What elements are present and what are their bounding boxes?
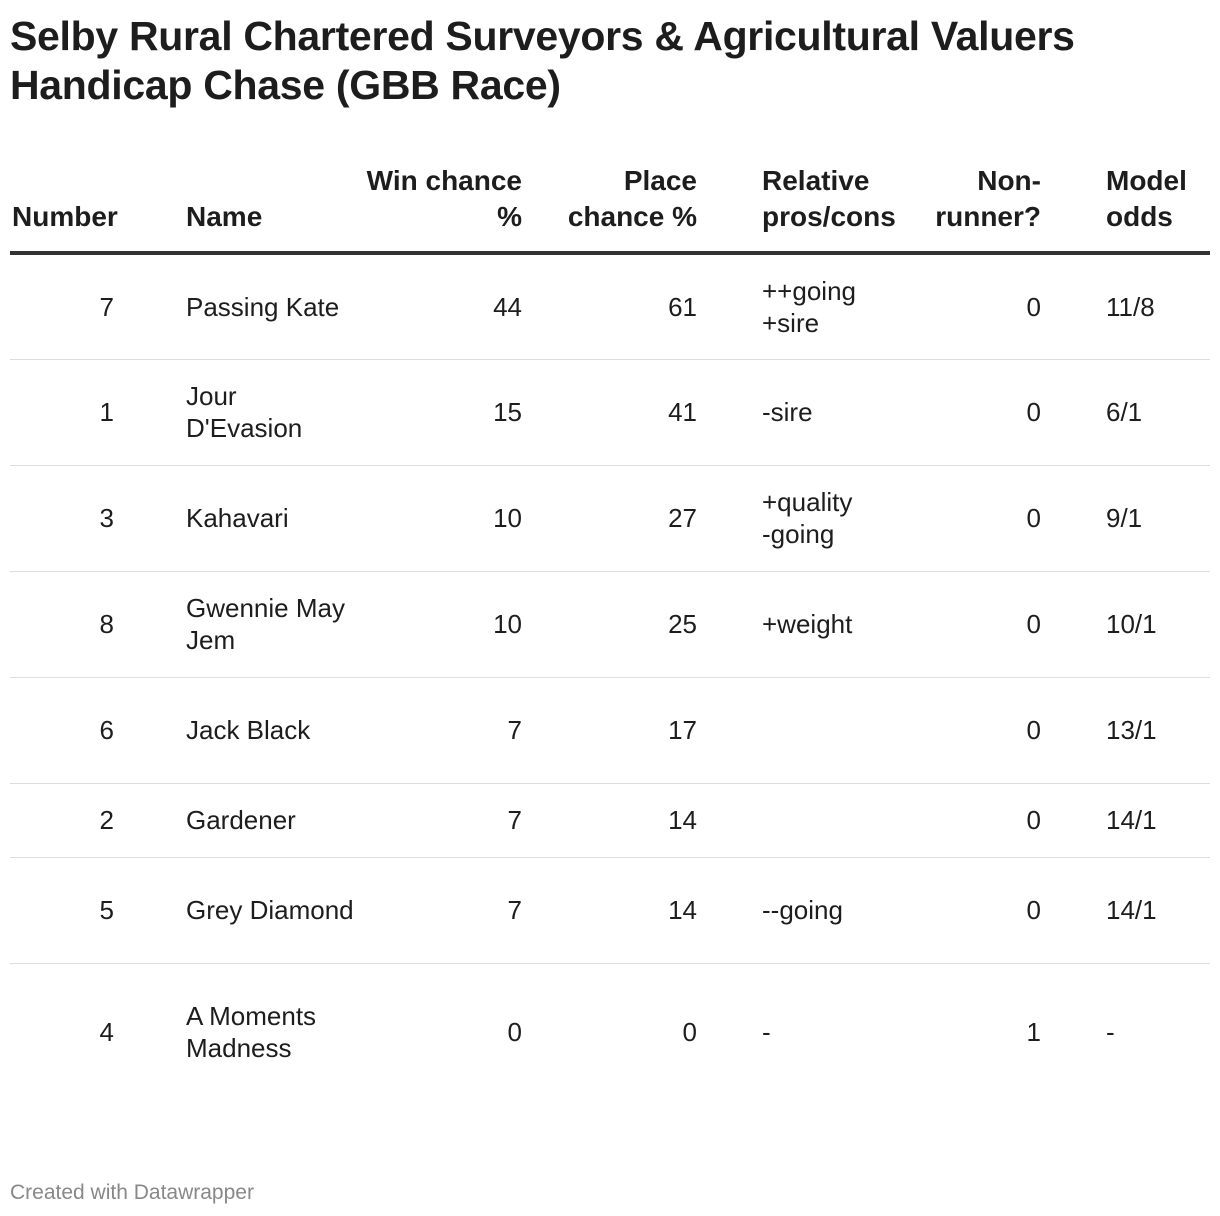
cell-relative: +weight [704, 571, 904, 678]
cell-number: 5 [10, 857, 186, 964]
cell-win-chance: 10 [354, 571, 529, 678]
cell-win-chance: 44 [354, 253, 529, 360]
cell-number: 4 [99, 1017, 114, 1048]
cell-number: 6 [10, 677, 186, 784]
cell-non-runner: 0 [904, 465, 1049, 572]
cell-non-runner: 0 [904, 857, 1049, 964]
table-row: 5 Grey Diamond 7 14 --going 0 14/1 [10, 857, 1210, 964]
cell-win-chance: 0 [507, 1017, 522, 1048]
cell-number: 2 [10, 783, 186, 858]
cell-place-chance: 61 [529, 253, 704, 360]
cell-name: A Moments Madness [186, 1001, 317, 1064]
cell-model-odds: - [1106, 1017, 1115, 1048]
credit-footer[interactable]: Created with Datawrapper [10, 1181, 254, 1204]
cell-model-odds: 10/1 [1049, 571, 1210, 678]
table-row: 4 A Moments Madness 0 0 - 1 - [10, 963, 1210, 1101]
cell-model-odds: 11/8 [1049, 253, 1210, 360]
column-header-name[interactable]: Name [186, 163, 354, 255]
column-header-relative[interactable]: Relative pros/cons [704, 163, 904, 255]
column-header-place-chance[interactable]: Place chance % [529, 163, 704, 255]
cell-place-chance: 14 [529, 783, 704, 858]
table-row: 7 Passing Kate 44 61 ++going +sire 0 11/… [10, 253, 1210, 360]
cell-non-runner: 0 [904, 783, 1049, 858]
cell-place-chance: 25 [529, 571, 704, 678]
cell-non-runner: 0 [904, 359, 1049, 466]
cell-name: Gwennie May Jem [186, 571, 354, 678]
table-title: Selby Rural Chartered Surveyors & Agricu… [10, 13, 1075, 108]
race-table: Number Name Win chance % Place chance % … [10, 163, 1210, 1101]
cell-name: Kahavari [186, 465, 354, 572]
cell-relative: +quality -going [704, 465, 904, 572]
cell-number: 7 [10, 253, 186, 360]
table-row: 8 Gwennie May Jem 10 25 +weight 0 10/1 [10, 571, 1210, 678]
header-row: Number Name Win chance % Place chance % … [10, 163, 1210, 255]
cell-win-chance: 7 [354, 857, 529, 964]
cell-model-odds: 14/1 [1049, 783, 1210, 858]
table-row: 3 Kahavari 10 27 +quality -going 0 9/1 [10, 465, 1210, 572]
cell-name: Jour D'Evasion [186, 359, 354, 466]
cell-place-chance: 0 [682, 1017, 697, 1048]
cell-win-chance: 7 [354, 783, 529, 858]
column-header-non-runner[interactable]: Non-runner? [904, 163, 1049, 255]
cell-name: Grey Diamond [186, 857, 354, 964]
cell-name: Passing Kate [186, 253, 354, 360]
cell-number: 1 [10, 359, 186, 466]
cell-relative: -sire [704, 359, 904, 466]
table-row: 2 Gardener 7 14 0 14/1 [10, 783, 1210, 858]
cell-place-chance: 17 [529, 677, 704, 784]
table-row: 1 Jour D'Evasion 15 41 -sire 0 6/1 [10, 359, 1210, 466]
cell-non-runner: 0 [904, 677, 1049, 784]
cell-non-runner: 0 [904, 253, 1049, 360]
table-row: 6 Jack Black 7 17 0 13/1 [10, 677, 1210, 784]
cell-relative: --going [704, 857, 904, 964]
cell-win-chance: 15 [354, 359, 529, 466]
cell-relative: - [762, 1017, 771, 1048]
cell-model-odds: 13/1 [1049, 677, 1210, 784]
cell-win-chance: 10 [354, 465, 529, 572]
cell-number: 3 [10, 465, 186, 572]
cell-win-chance: 7 [354, 677, 529, 784]
cell-model-odds: 9/1 [1049, 465, 1210, 572]
cell-name: Jack Black [186, 677, 354, 784]
column-header-win-chance[interactable]: Win chance % [354, 163, 529, 255]
column-header-number[interactable]: Number [10, 163, 186, 255]
cell-non-runner: 1 [1026, 1017, 1041, 1048]
cell-non-runner: 0 [904, 571, 1049, 678]
cell-model-odds: 14/1 [1049, 857, 1210, 964]
cell-place-chance: 41 [529, 359, 704, 466]
cell-relative [704, 783, 904, 858]
cell-relative [704, 677, 904, 784]
cell-relative: ++going +sire [704, 253, 904, 360]
cell-model-odds: 6/1 [1049, 359, 1210, 466]
cell-number: 8 [10, 571, 186, 678]
cell-place-chance: 27 [529, 465, 704, 572]
cell-place-chance: 14 [529, 857, 704, 964]
column-header-model-odds[interactable]: Model odds [1049, 163, 1210, 255]
cell-name: Gardener [186, 783, 354, 858]
